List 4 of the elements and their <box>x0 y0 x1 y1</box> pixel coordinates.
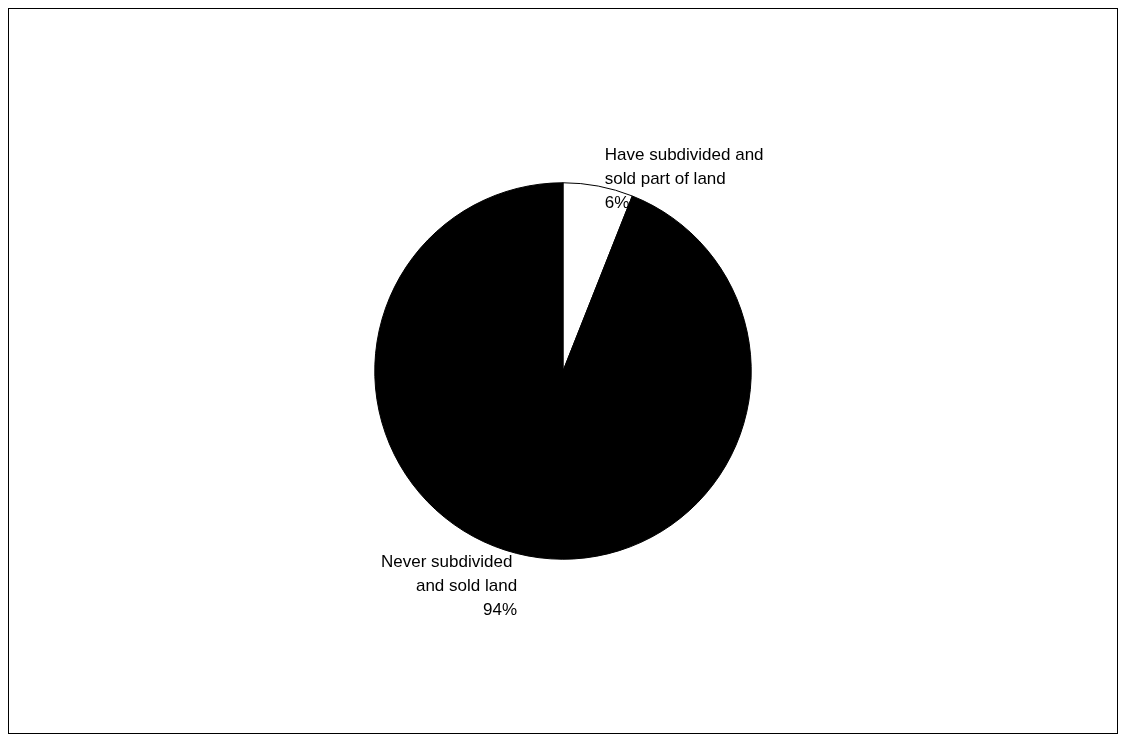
data-label: 6% <box>604 192 630 212</box>
slice-label: Have subdivided and sold part of land <box>604 144 769 188</box>
data-label: 94% <box>483 599 518 619</box>
slice-label: Never subdivided and sold land <box>381 551 518 595</box>
